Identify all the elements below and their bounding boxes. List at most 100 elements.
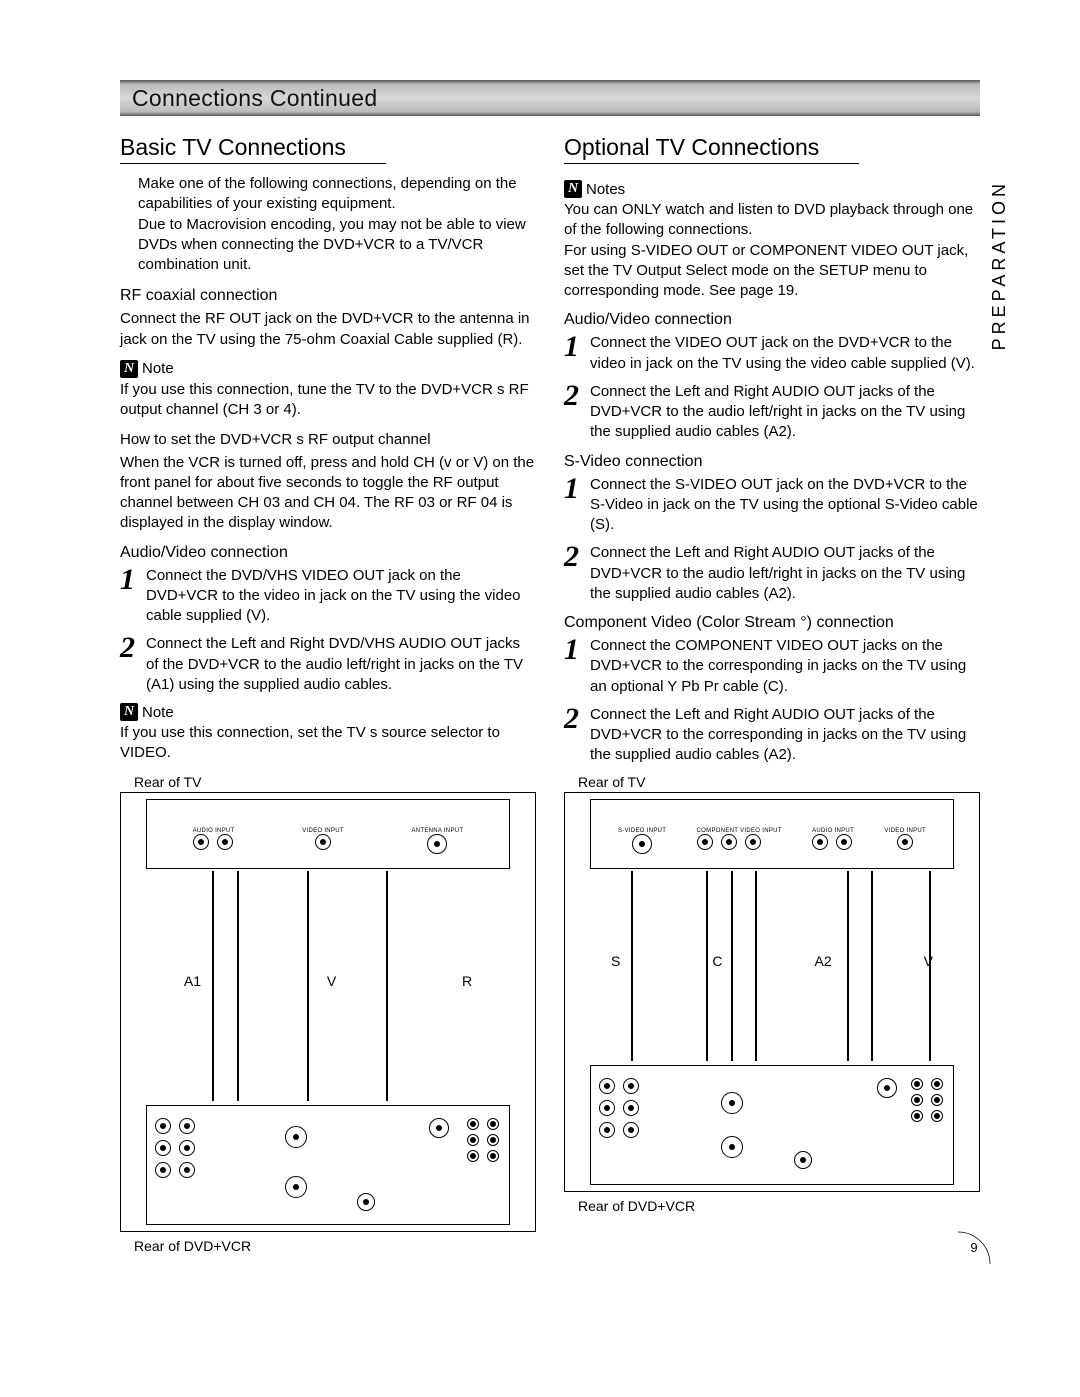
sv-heading: S-Video connection xyxy=(564,453,980,471)
right-av-step1-text: Connect the VIDEO OUT jack on the DVD+VC… xyxy=(590,333,980,374)
jack-icon xyxy=(155,1162,171,1178)
tiny-label: VIDEO INPUT xyxy=(302,828,344,834)
tiny-label: COMPONENT VIDEO INPUT xyxy=(697,828,782,834)
svideo-jack-icon xyxy=(794,1151,812,1169)
step-number-icon: 2 xyxy=(564,543,584,604)
jack-icon xyxy=(217,834,233,850)
howto-line2: When the VCR is turned off, press and ho… xyxy=(120,453,536,534)
sv-step-2: 2 Connect the Left and Right AUDIO OUT j… xyxy=(564,543,980,604)
jack-icon xyxy=(179,1140,195,1156)
cable-line xyxy=(871,871,873,1061)
jack-icon xyxy=(315,834,331,850)
cable-line xyxy=(731,871,733,1061)
jack-icon xyxy=(467,1118,479,1130)
jack-icon xyxy=(427,834,447,854)
rf-heading: RF coaxial connection xyxy=(120,287,536,305)
banner-title: Connections Continued xyxy=(132,85,377,112)
jack-icon xyxy=(721,1092,743,1114)
columns: Basic TV Connections Make one of the fol… xyxy=(120,134,980,1256)
jack-icon xyxy=(467,1134,479,1146)
step-number-icon: 1 xyxy=(120,566,140,627)
tv-rear-panel: AUDIO INPUT VIDEO INPUT ANTENNA INPUT xyxy=(146,799,510,869)
jack-icon xyxy=(623,1100,639,1116)
jack-icon xyxy=(836,834,852,850)
jack-icon xyxy=(877,1078,897,1098)
page-banner: Connections Continued xyxy=(120,80,980,116)
section-tab: PREPARATION xyxy=(989,180,1010,350)
note-row-1: N Note xyxy=(120,360,536,378)
svideo-jack-icon xyxy=(632,834,652,854)
jack-icon xyxy=(931,1110,943,1122)
cable-label: C xyxy=(712,953,722,969)
right-diagram-caption-bottom: Rear of DVD+VCR xyxy=(578,1198,980,1214)
jack-icon xyxy=(599,1078,615,1094)
note1-text: If you use this connection, tune the TV … xyxy=(120,380,536,421)
right-notes-text: You can ONLY watch and listen to DVD pla… xyxy=(564,200,980,301)
comp-heading: Component Video (Color Stream °) connect… xyxy=(564,614,980,632)
jack-icon xyxy=(599,1100,615,1116)
page-number-text: 9 xyxy=(970,1240,977,1255)
jack-icon xyxy=(911,1078,923,1090)
cable-line xyxy=(237,871,239,1101)
jack-icon xyxy=(812,834,828,850)
step-number-icon: 2 xyxy=(564,705,584,766)
comp-step-2: 2 Connect the Left and Right AUDIO OUT j… xyxy=(564,705,980,766)
page: Connections Continued Basic TV Connectio… xyxy=(0,0,1080,1296)
diagram-letters: A1 V R xyxy=(121,973,535,989)
note-icon: N xyxy=(120,360,138,378)
rf-text: Connect the RF OUT jack on the DVD+VCR t… xyxy=(120,309,536,350)
jack-icon xyxy=(931,1094,943,1106)
left-av-step1-text: Connect the DVD/VHS VIDEO OUT jack on th… xyxy=(146,566,536,627)
jack-icon xyxy=(623,1122,639,1138)
tiny-label: AUDIO INPUT xyxy=(193,828,235,834)
jack-icon xyxy=(745,834,761,850)
tv-rear-panel: S-VIDEO INPUT COMPONENT VIDEO INPUT AUDI… xyxy=(590,799,954,869)
cable-label: V xyxy=(327,973,336,989)
right-av-step-1: 1 Connect the VIDEO OUT jack on the DVD+… xyxy=(564,333,980,374)
jack-icon xyxy=(599,1122,615,1138)
left-diagram-caption-bottom: Rear of DVD+VCR xyxy=(134,1238,536,1254)
comp-step2-text: Connect the Left and Right AUDIO OUT jac… xyxy=(590,705,980,766)
left-section-title: Basic TV Connections xyxy=(120,134,386,164)
cable-line xyxy=(631,871,633,1061)
tiny-label: AUDIO INPUT xyxy=(812,828,854,834)
right-diagram: S-VIDEO INPUT COMPONENT VIDEO INPUT AUDI… xyxy=(564,792,980,1192)
note2-text: If you use this connection, set the TV s… xyxy=(120,723,536,764)
jack-icon xyxy=(429,1118,449,1138)
left-diagram: AUDIO INPUT VIDEO INPUT ANTENNA INPUT xyxy=(120,792,536,1232)
sv-step1-text: Connect the S-VIDEO OUT jack on the DVD+… xyxy=(590,475,980,536)
jack-icon xyxy=(467,1150,479,1162)
jack-icon xyxy=(623,1078,639,1094)
jack-icon xyxy=(487,1150,499,1162)
cable-line xyxy=(307,871,309,1101)
right-column: Optional TV Connections N Notes You can … xyxy=(564,134,980,1256)
step-number-icon: 1 xyxy=(564,475,584,536)
right-diagram-caption-top: Rear of TV xyxy=(578,774,980,790)
jack-icon xyxy=(193,834,209,850)
jack-icon xyxy=(155,1140,171,1156)
jack-icon xyxy=(931,1078,943,1090)
cable-line xyxy=(847,871,849,1061)
cable-label: R xyxy=(462,973,472,989)
note-icon: N xyxy=(120,703,138,721)
left-diagram-caption-top: Rear of TV xyxy=(134,774,536,790)
left-av-step-2: 2 Connect the Left and Right DVD/VHS AUD… xyxy=(120,634,536,695)
dvdvcr-rear-panel xyxy=(590,1065,954,1185)
right-section-title: Optional TV Connections xyxy=(564,134,859,164)
jack-icon xyxy=(911,1110,923,1122)
jack-icon xyxy=(897,834,913,850)
jack-icon xyxy=(179,1162,195,1178)
left-av-step2-text: Connect the Left and Right DVD/VHS AUDIO… xyxy=(146,634,536,695)
right-av-step2-text: Connect the Left and Right AUDIO OUT jac… xyxy=(590,382,980,443)
tiny-label: S-VIDEO INPUT xyxy=(618,828,666,834)
cable-line xyxy=(755,871,757,1061)
step-number-icon: 1 xyxy=(564,636,584,697)
jack-icon xyxy=(697,834,713,850)
cable-line xyxy=(386,871,388,1101)
notes-row: N Notes xyxy=(564,180,980,198)
note-label-2: Note xyxy=(142,704,174,721)
notes-label: Notes xyxy=(586,181,625,198)
diagram-letters: S C A2 V xyxy=(565,953,979,969)
sv-step-1: 1 Connect the S-VIDEO OUT jack on the DV… xyxy=(564,475,980,536)
jack-icon xyxy=(285,1176,307,1198)
